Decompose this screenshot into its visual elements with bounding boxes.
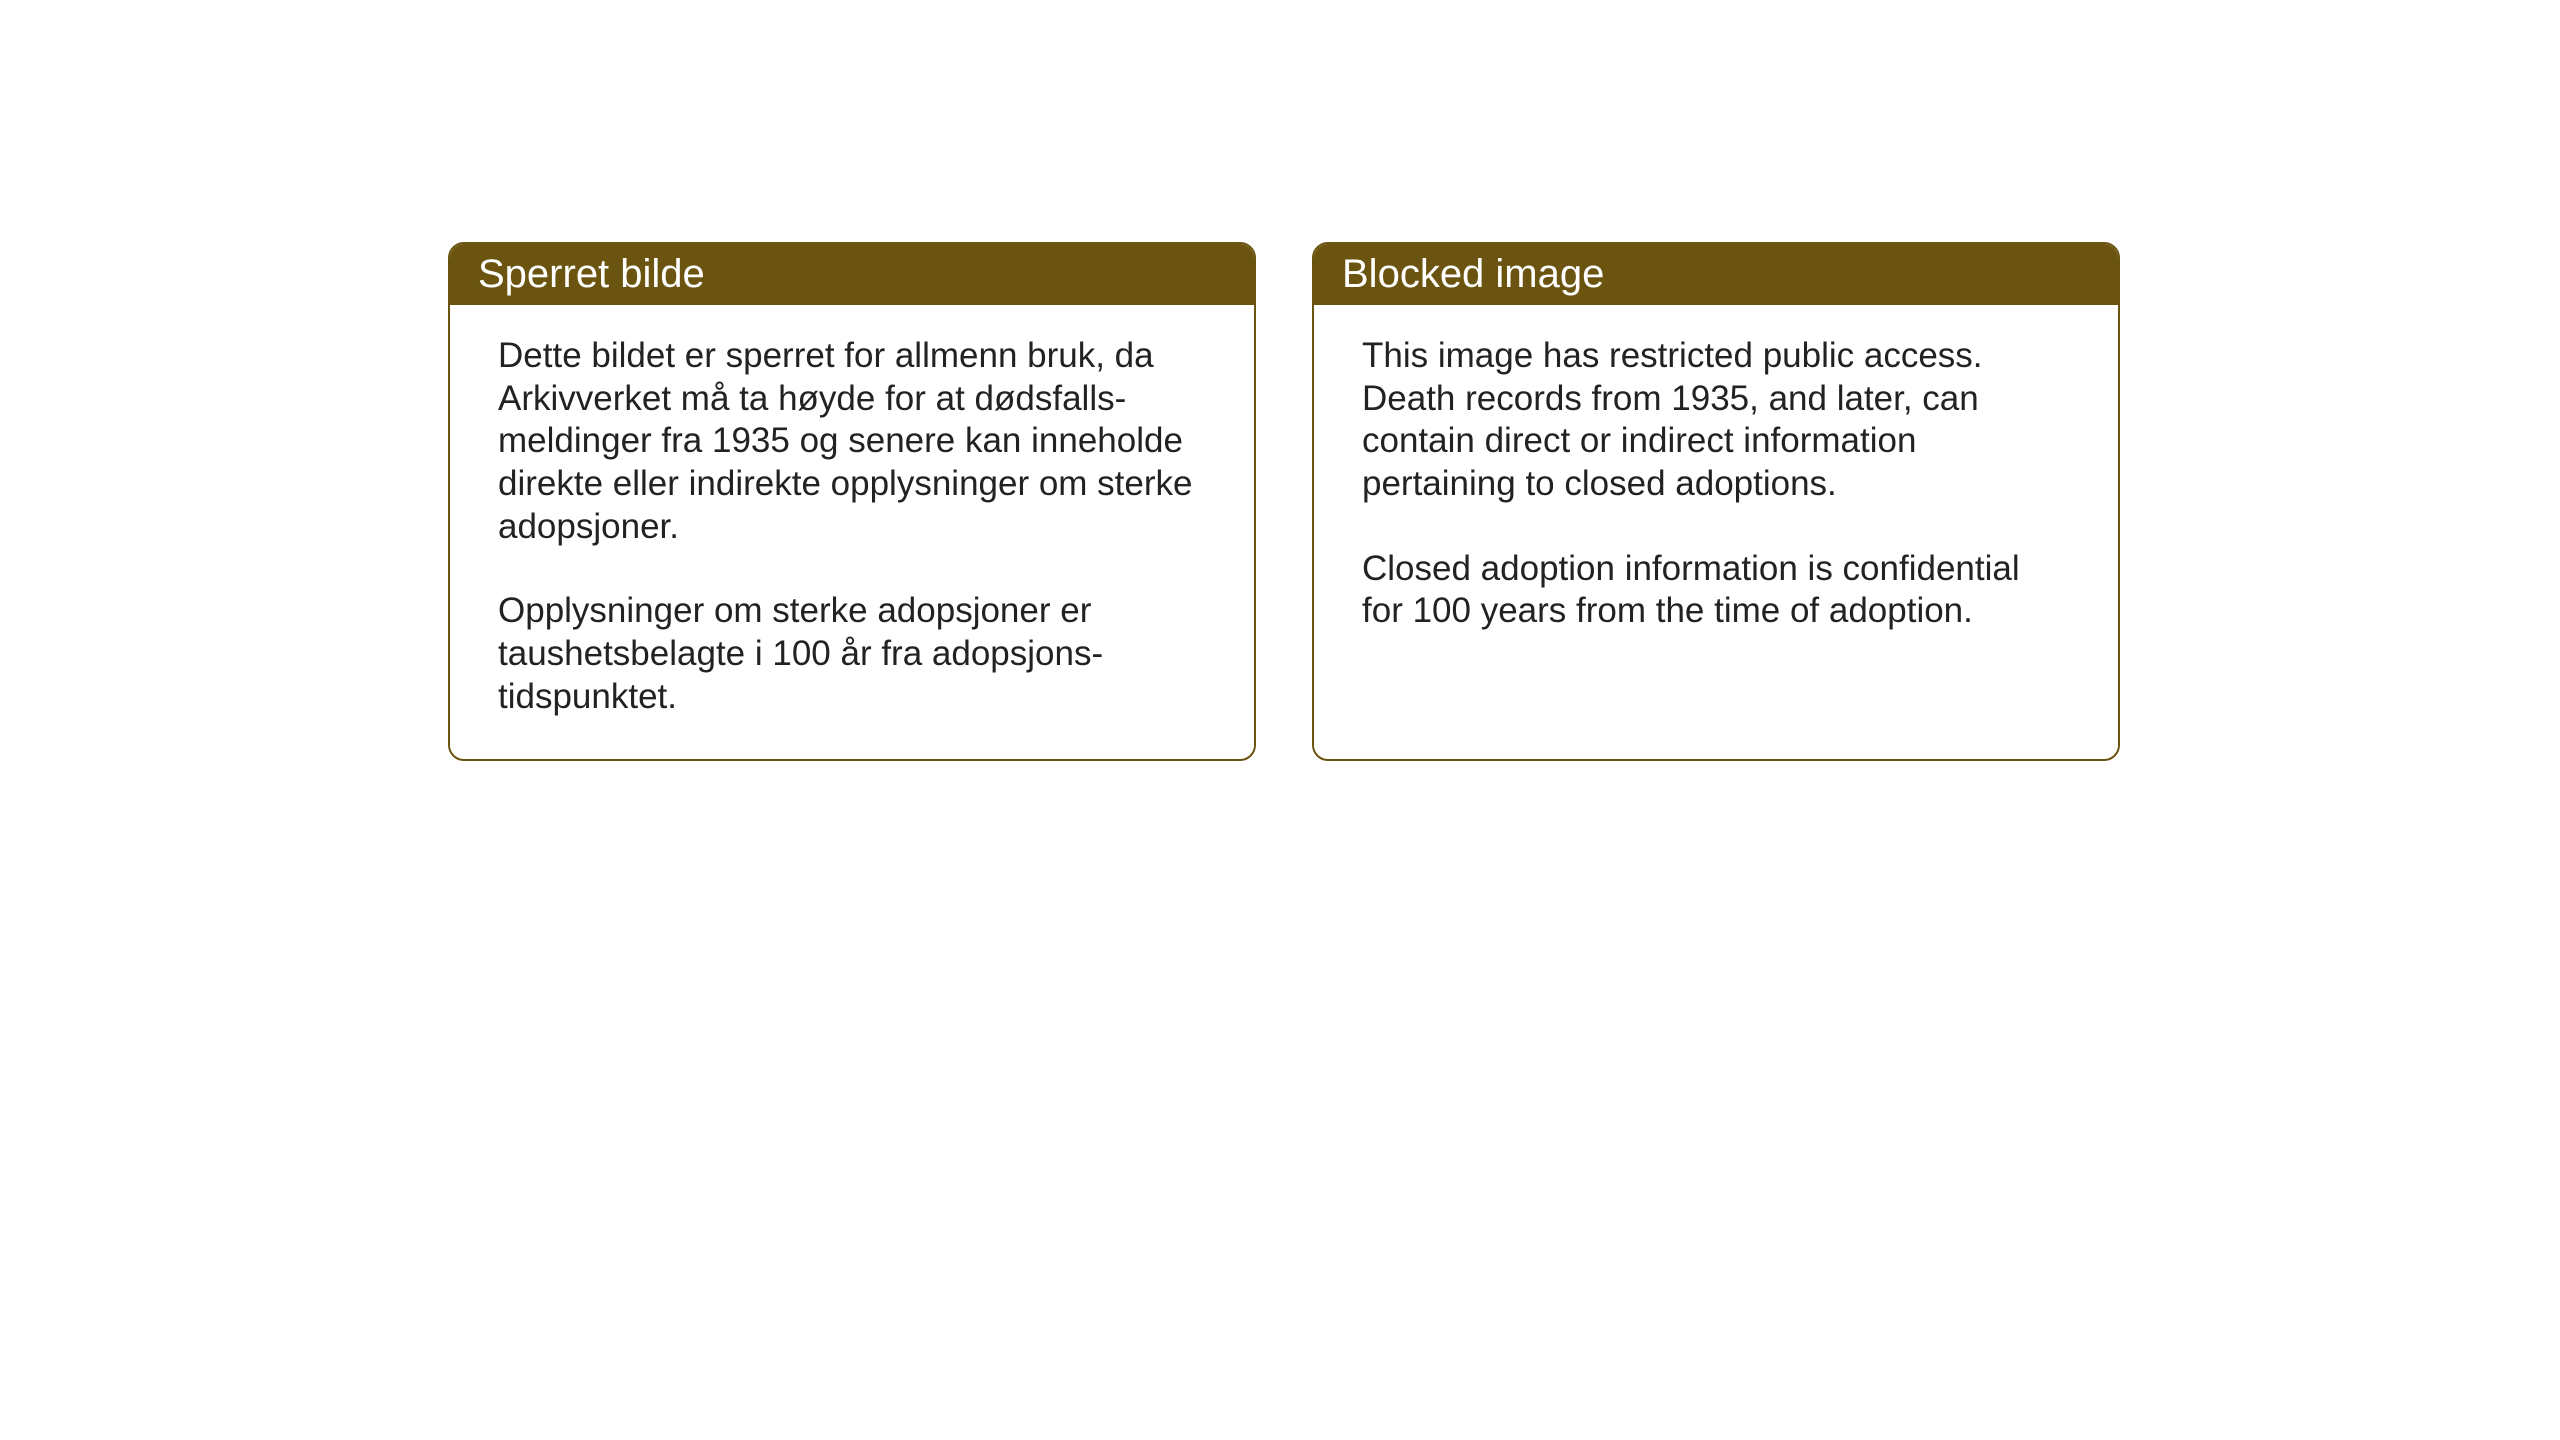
card-title-english: Blocked image xyxy=(1342,252,1604,296)
card-paragraph-english-2: Closed adoption information is confident… xyxy=(1362,548,2070,633)
card-body-norwegian: Dette bildet er sperret for allmenn bruk… xyxy=(450,305,1254,759)
card-paragraph-norwegian-2: Opplysninger om sterke adopsjoner er tau… xyxy=(498,590,1206,718)
notice-container: Sperret bilde Dette bildet er sperret fo… xyxy=(448,242,2120,761)
notice-card-english: Blocked image This image has restricted … xyxy=(1312,242,2120,761)
card-paragraph-norwegian-1: Dette bildet er sperret for allmenn bruk… xyxy=(498,335,1206,548)
card-body-english: This image has restricted public access.… xyxy=(1314,305,2118,673)
card-header-english: Blocked image xyxy=(1314,244,2118,305)
card-title-norwegian: Sperret bilde xyxy=(478,252,705,296)
card-header-norwegian: Sperret bilde xyxy=(450,244,1254,305)
card-paragraph-english-1: This image has restricted public access.… xyxy=(1362,335,2070,506)
notice-card-norwegian: Sperret bilde Dette bildet er sperret fo… xyxy=(448,242,1256,761)
